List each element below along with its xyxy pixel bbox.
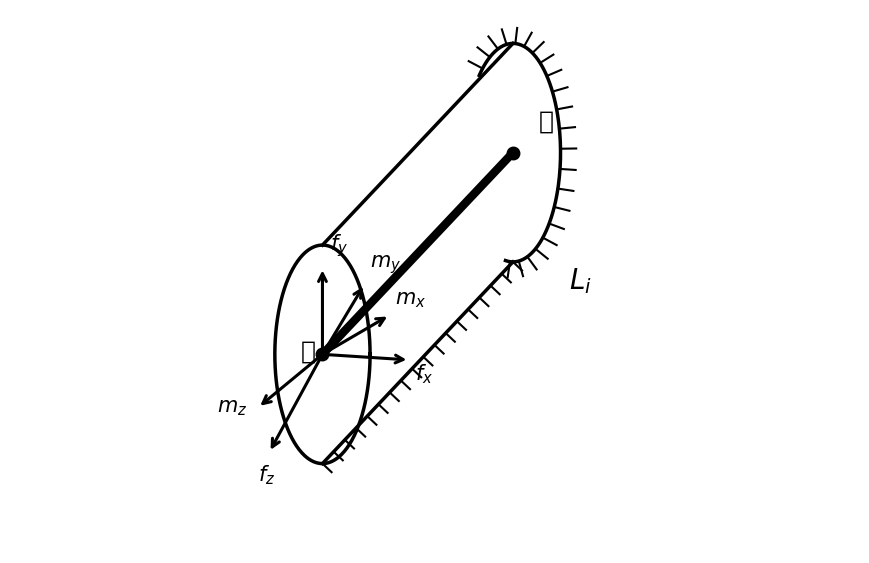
Text: $m_x$: $m_x$	[395, 289, 427, 310]
Text: $f_z$: $f_z$	[258, 463, 275, 487]
Text: $f_x$: $f_x$	[415, 363, 433, 386]
Text: $L_i$: $L_i$	[569, 267, 592, 296]
Text: 右: 右	[301, 339, 316, 364]
Text: $f_y$: $f_y$	[329, 233, 348, 259]
Text: $m_z$: $m_z$	[216, 397, 247, 418]
Text: $m_y$: $m_y$	[370, 253, 401, 276]
Text: 左: 左	[539, 110, 554, 134]
